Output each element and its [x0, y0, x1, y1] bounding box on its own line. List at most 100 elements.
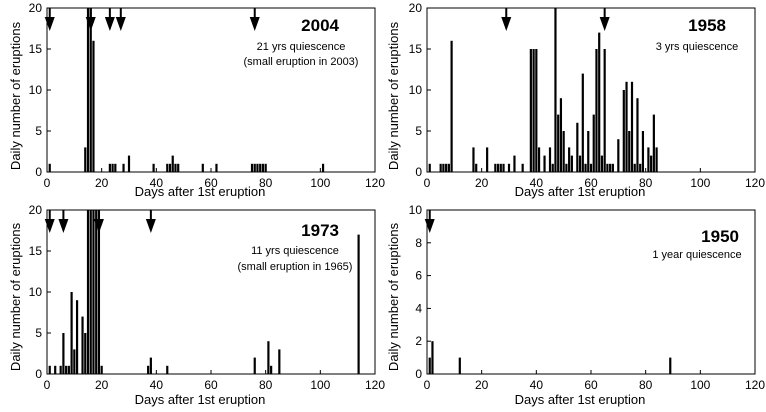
bar-1958-day-68 — [611, 163, 614, 172]
ytick-label-2004-20: 20 — [29, 1, 43, 15]
xtick-label-1973-60: 60 — [204, 378, 218, 392]
bar-1973-day-14 — [84, 333, 87, 374]
year-label-1950: 1950 — [701, 227, 739, 246]
bar-2004-day-75 — [250, 163, 254, 172]
bar-2004-day-28 — [122, 163, 125, 172]
bar-2004-day-46 — [171, 155, 174, 172]
ylabel-right-top: Daily number of eruptions — [386, 21, 401, 170]
bar-1958-day-28 — [502, 163, 505, 172]
bar-2004-day-14 — [84, 147, 87, 172]
yticks-2004: 0 5 10 15 20 — [29, 1, 51, 179]
bar-1958-day-77 — [636, 98, 639, 172]
bar-1958-day-61 — [592, 114, 595, 172]
bar-1958-day-32 — [513, 155, 516, 172]
bar-2004-day-76 — [253, 163, 256, 172]
yticks-1958: 0 5 10 15 20 — [409, 1, 431, 179]
bar-1973-day-114 — [357, 234, 360, 374]
bar-1958-day-43 — [543, 155, 546, 172]
ytick-label-1973-15: 15 — [29, 244, 43, 258]
ylabel-bottom: Daily number of eruptions — [8, 222, 23, 371]
xtick-label-1973-20: 20 — [95, 378, 109, 392]
bar-1958-day-8 — [447, 163, 450, 172]
bar-1958-day-65 — [603, 49, 606, 172]
bar-1958-day-48 — [557, 114, 560, 172]
bar-1973-day-8 — [67, 365, 70, 374]
bar-1958-day-83 — [652, 114, 655, 172]
xlabel-1973: Days after 1st eruption — [135, 392, 266, 407]
ytick-label-2004-5: 5 — [35, 124, 42, 138]
xtick-label-1973-80: 80 — [259, 378, 273, 392]
note-2004-2: (small eruption in 2003) — [244, 56, 359, 68]
bar-1958-day-76 — [633, 163, 636, 172]
xtick-label-1950-80: 80 — [639, 378, 653, 392]
xlabel-1958: Days after 1st eruption — [515, 184, 646, 199]
xticks-1950: 0 20 40 60 80 100 120 — [424, 370, 765, 392]
bar-1958-day-18 — [475, 163, 478, 172]
bar-1958-day-63 — [598, 32, 601, 172]
arrow-head-2004-day-1 — [44, 17, 55, 31]
arrows-2004 — [44, 8, 260, 31]
bar-1973-day-17 — [92, 210, 95, 374]
bar-2004-day-39 — [152, 163, 155, 172]
ylabel-top: Daily number of eruptions — [8, 21, 23, 170]
ytick-label-1973-0: 0 — [35, 367, 42, 381]
bar-1973-day-5 — [59, 365, 62, 374]
xtick-label-2004-20: 20 — [95, 176, 109, 190]
bar-1958-day-9 — [450, 40, 453, 172]
xtick-label-2004-100: 100 — [310, 176, 330, 190]
bar-2004-day-57 — [201, 163, 204, 172]
bar-1950-day-2 — [431, 341, 434, 374]
bar-1958-day-81 — [647, 147, 650, 172]
bar-1973-day-13 — [81, 316, 84, 374]
ytick-label-1950-10: 10 — [409, 203, 423, 217]
bar-1958-day-70 — [617, 139, 620, 172]
bar-1950-day-89 — [669, 357, 672, 374]
bar-1958-day-30 — [507, 163, 511, 172]
xtick-label-1973-100: 100 — [310, 378, 330, 392]
ytick-label-1950-8: 8 — [415, 236, 422, 250]
year-label-1973: 1973 — [301, 221, 339, 240]
ytick-label-1950-4: 4 — [415, 301, 422, 315]
bar-1958-day-39 — [532, 49, 535, 172]
ytick-label-1958-20: 20 — [409, 1, 423, 15]
arrow-head-1950-day-1 — [424, 219, 435, 233]
bar-2004-day-79 — [261, 163, 265, 172]
bar-1958-day-1 — [428, 163, 431, 172]
bars-2004 — [48, 8, 325, 172]
bar-1958-day-38 — [529, 49, 532, 172]
year-label-1958: 1958 — [688, 16, 726, 35]
bar-1958-day-56 — [578, 155, 582, 172]
bar-1958-day-74 — [628, 131, 631, 172]
bar-1958-day-26 — [496, 163, 500, 172]
panel-1950: 0 20 40 60 80 100 120 0 2 4 6 8 10 1950 1 year quie… — [409, 203, 766, 407]
bar-2004-day-23 — [108, 163, 111, 172]
bar-1958-day-58 — [584, 163, 587, 172]
bar-2004-day-1 — [48, 163, 51, 172]
bar-1958-day-66 — [606, 163, 609, 172]
bar-1973-day-18 — [95, 210, 98, 374]
bars-1958 — [428, 8, 658, 172]
xtick-label-1958-60: 60 — [584, 176, 598, 190]
bar-2004-day-17 — [92, 40, 95, 172]
xtick-label-1958-40: 40 — [530, 176, 544, 190]
arrows-1950 — [424, 210, 435, 233]
bar-1958-day-53 — [570, 155, 573, 172]
xtick-label-1950-60: 60 — [584, 378, 598, 392]
arrow-head-2004-day-27 — [115, 17, 126, 31]
bar-1958-day-64 — [600, 155, 604, 172]
bar-1958-day-60 — [589, 163, 593, 172]
bar-1958-day-55 — [576, 122, 579, 172]
xtick-label-1958-120: 120 — [745, 176, 765, 190]
bar-1973-day-1 — [48, 365, 51, 374]
note-1973-1: 11 yrs quiescence — [251, 245, 339, 257]
note-2004-1: 21 yrs quiescence — [257, 41, 346, 53]
xtick-label-1950-20: 20 — [475, 378, 489, 392]
ytick-label-2004-0: 0 — [35, 165, 42, 179]
arrows-1973 — [44, 210, 156, 233]
bar-2004-day-45 — [168, 163, 172, 172]
bar-1958-day-25 — [494, 163, 497, 172]
ytick-label-1958-10: 10 — [409, 83, 423, 97]
bar-1958-day-6 — [442, 163, 445, 172]
xtick-label-1950-100: 100 — [690, 378, 710, 392]
arrows-1958 — [501, 8, 610, 31]
